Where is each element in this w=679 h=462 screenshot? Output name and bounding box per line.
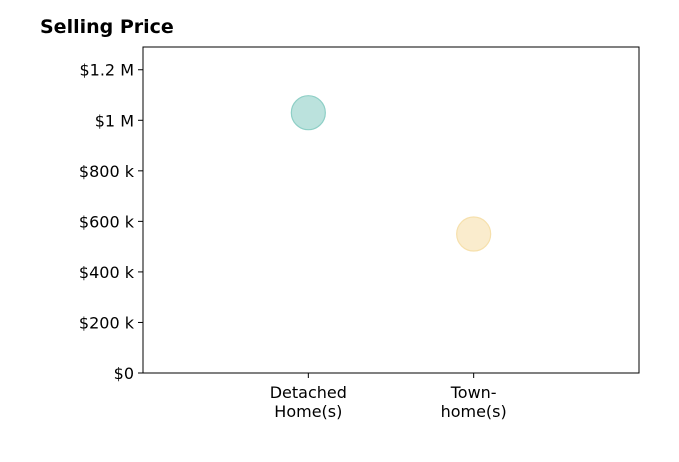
chart-title: Selling Price	[40, 16, 174, 38]
plot-area-frame	[142, 46, 640, 374]
y-tick-label: $0	[114, 364, 134, 383]
y-tick-label: $400 k	[79, 263, 135, 282]
data-points	[290, 95, 492, 252]
y-tick-label: $600 k	[79, 212, 135, 231]
y-tick-label: $200 k	[79, 313, 135, 332]
y-tick-label: $1 M	[95, 111, 134, 130]
x-tick-label: Detached Home(s)	[270, 383, 347, 421]
x-axis: Detached Home(s) Town-home(s)	[270, 373, 507, 421]
y-tick-label: $1.2 M	[79, 61, 134, 80]
y-tick-label: $800 k	[79, 162, 135, 181]
data-point-1	[290, 95, 326, 131]
x-tick-label: Town-home(s)	[441, 383, 507, 421]
y-axis: $0 $200 k $400 k $600 k $800 k $1 M $1.2 M	[79, 61, 143, 383]
data-point-2	[456, 216, 492, 252]
